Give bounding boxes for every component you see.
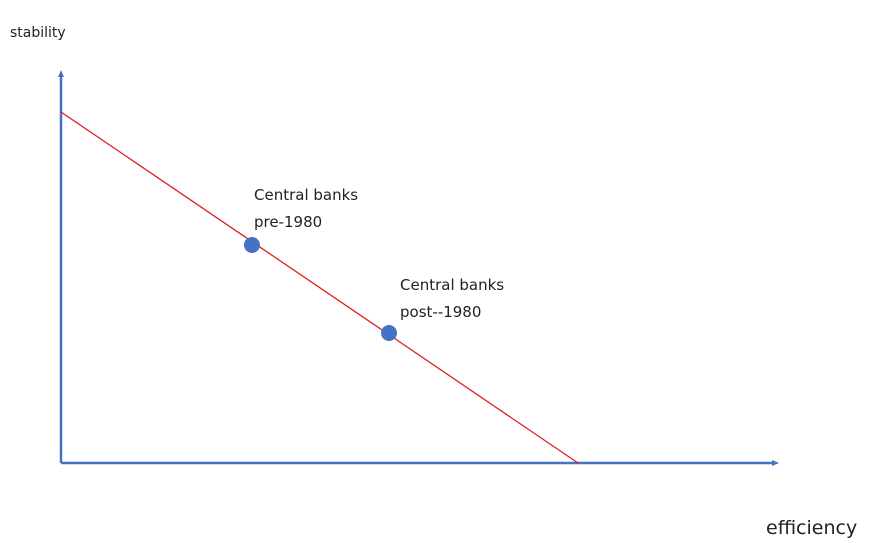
y-axis-arrow <box>58 70 64 77</box>
frontier-line <box>60 111 579 464</box>
x-axis-arrow <box>772 460 779 466</box>
point-label: post--1980 <box>400 303 481 321</box>
point-label: Central banks <box>254 186 358 204</box>
point-post-1980 <box>381 325 397 341</box>
point-pre-1980 <box>244 237 260 253</box>
y-axis-label: stability <box>10 25 66 41</box>
point-label: Central banks <box>400 276 504 294</box>
point-label: pre-1980 <box>254 213 322 231</box>
x-axis-label: efficiency <box>766 517 857 539</box>
